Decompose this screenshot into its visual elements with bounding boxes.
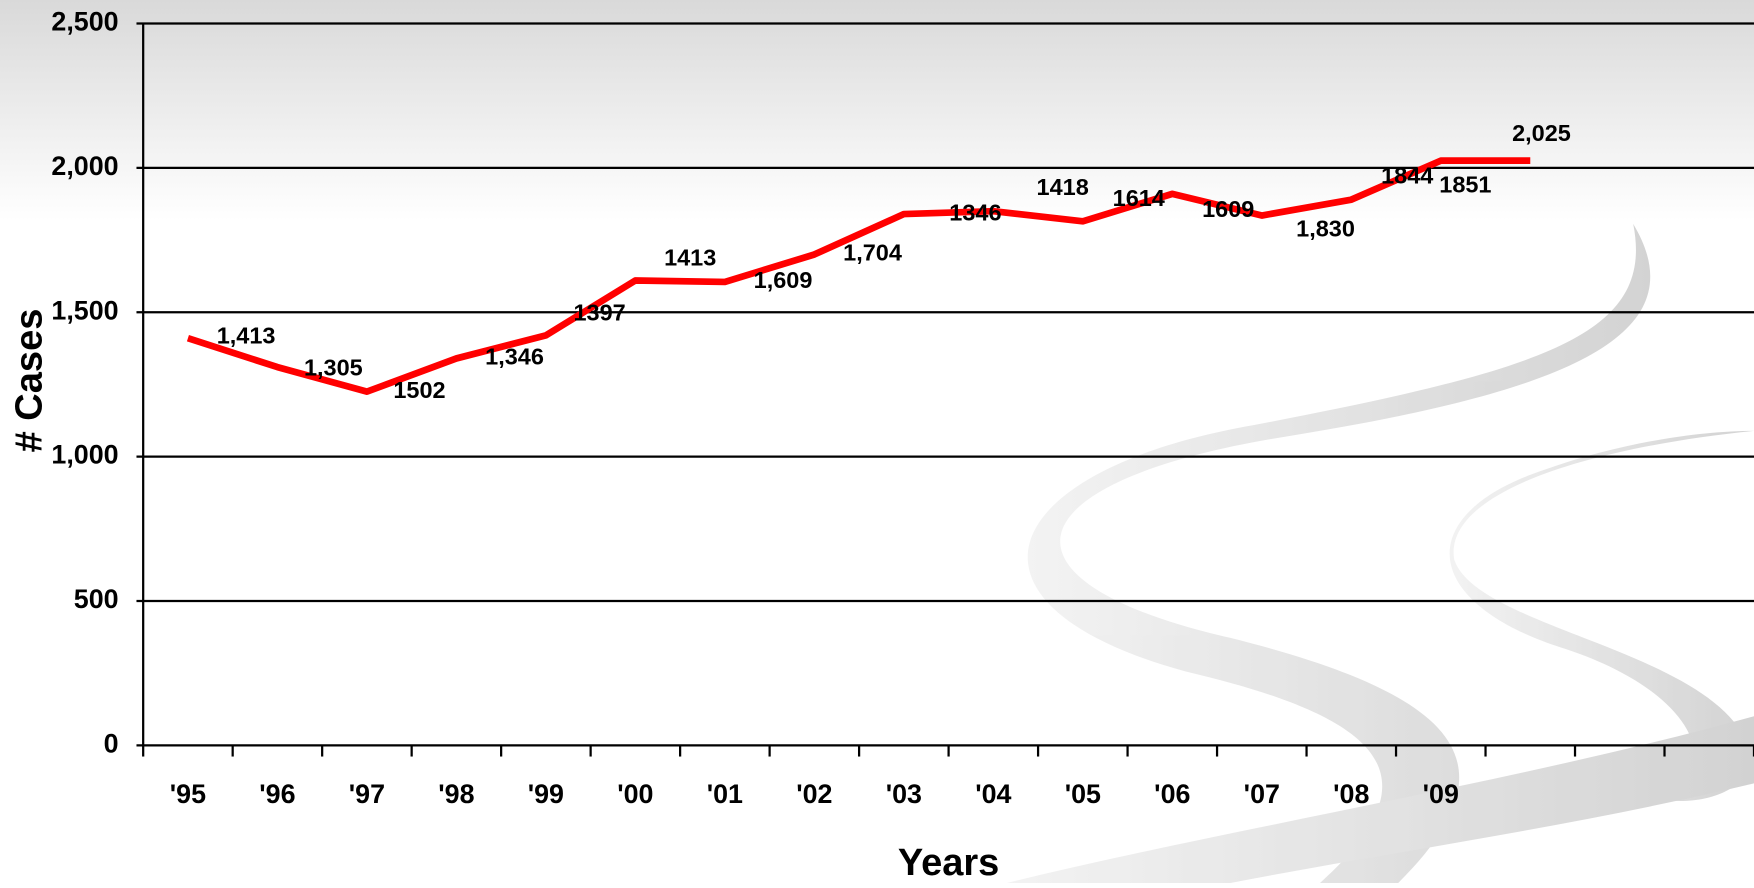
data-label: 1,305 (304, 355, 363, 381)
x-tick-label: '06 (1154, 779, 1190, 809)
data-label: 1,413 (217, 322, 276, 348)
x-tick-label: '96 (259, 779, 295, 809)
data-line (186, 157, 1531, 395)
data-label: 1418 (1037, 174, 1089, 200)
x-tick-label: '07 (1244, 779, 1280, 809)
x-tick-label: '98 (438, 779, 474, 809)
y-tick-label: 1,000 (51, 440, 118, 470)
x-tick-label: '08 (1333, 779, 1369, 809)
data-label: 1,609 (754, 267, 813, 293)
x-tick-label: '05 (1065, 779, 1101, 809)
data-label: 1851 (1439, 172, 1491, 198)
data-label: 1,704 (843, 240, 902, 266)
y-tick-label: 0 (104, 728, 119, 758)
y-tick-label: 1,500 (51, 295, 118, 325)
data-label: 1502 (393, 377, 445, 403)
y-axis-title: # Cases (8, 309, 50, 453)
data-label: 2,025 (1512, 120, 1571, 146)
y-tick-label: 2,000 (51, 151, 118, 181)
data-label: 1614 (1113, 185, 1165, 211)
y-tick-label: 500 (74, 584, 119, 614)
x-tick-label: '09 (1423, 779, 1459, 809)
y-tick-label: 2,500 (51, 7, 118, 37)
data-label: 1,830 (1296, 215, 1355, 241)
data-label: 1413 (664, 244, 716, 270)
decoration (1006, 223, 1754, 883)
data-label: 1609 (1202, 196, 1254, 222)
x-tick-label: '00 (617, 779, 653, 809)
data-label: 1,346 (485, 344, 544, 370)
x-tick-label: '95 (170, 779, 206, 809)
data-label: 1397 (573, 299, 625, 325)
x-tick-label: '99 (528, 779, 564, 809)
x-tick-label: '02 (796, 779, 832, 809)
x-tick-label: '97 (349, 779, 385, 809)
x-axis-title: Years (898, 842, 1000, 883)
x-tick-label: '03 (886, 779, 922, 809)
x-tick-label: '04 (975, 779, 1011, 809)
data-label: 1346 (949, 199, 1001, 225)
data-label: 1844 (1381, 162, 1433, 188)
x-tick-label: '01 (707, 779, 743, 809)
